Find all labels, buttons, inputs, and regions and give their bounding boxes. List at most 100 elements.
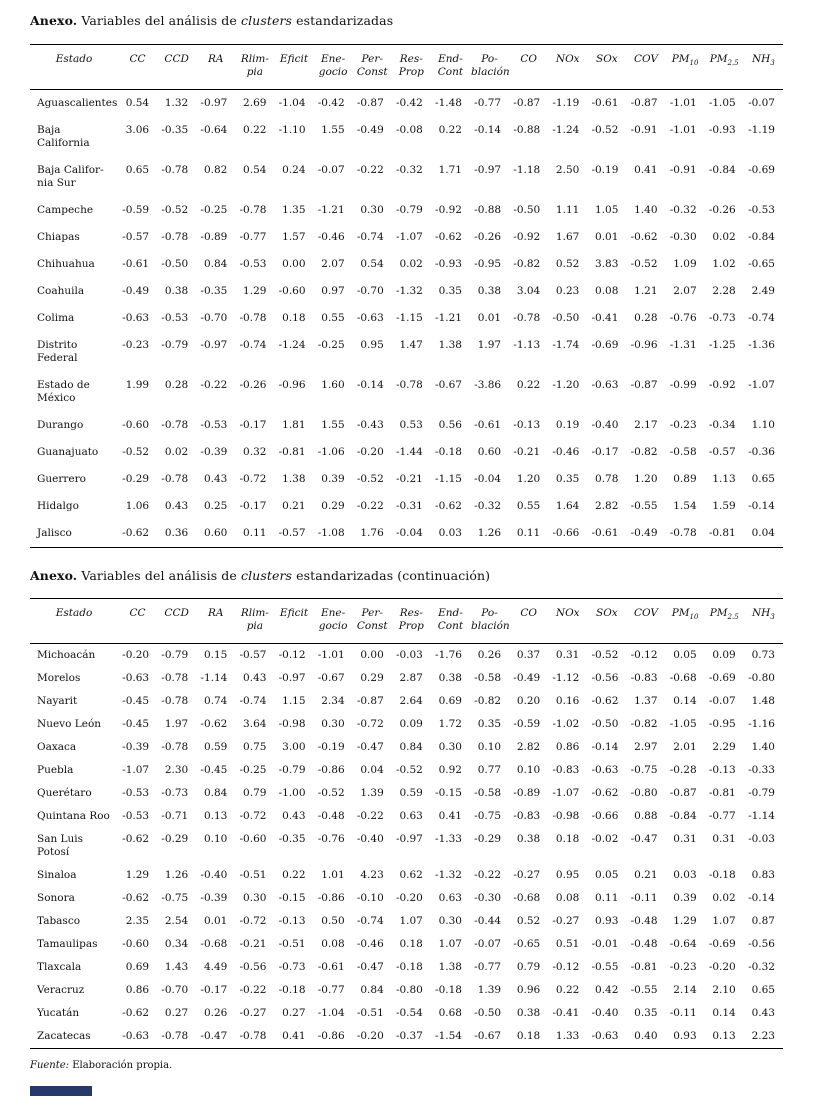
value-cell: -0.14 [356, 379, 384, 391]
value-cell: 2.23 [751, 1030, 775, 1042]
value-cell: 0.68 [438, 1007, 462, 1019]
value-cell: -0.48 [630, 938, 658, 950]
value-cell: -0.68 [513, 892, 541, 904]
value-cell: 1.21 [634, 285, 658, 297]
value-cell: -0.95 [474, 258, 502, 270]
column-header-label: COV [633, 53, 658, 65]
column-header-pm10: PM10 [665, 44, 705, 90]
value-cell: -0.77 [474, 961, 502, 973]
state-cell: Distrito Federal [37, 339, 78, 364]
value-cell: 0.30 [360, 204, 384, 216]
value-cell: -0.79 [278, 764, 306, 776]
table-row: Aguascalientes 0.54 1.32 -0.97 2.69 -1.04 -0.4… [30, 90, 783, 118]
value-cell: 0.54 [360, 258, 384, 270]
value-cell: -1.08 [317, 527, 345, 539]
value-cell: 0.22 [243, 124, 267, 136]
value-cell: 0.69 [438, 695, 462, 707]
value-cell: -0.67 [435, 379, 462, 391]
state-cell: Morelos [37, 672, 81, 684]
value-cell: -0.93 [708, 124, 736, 136]
column-header-población: Po- blación [469, 598, 510, 644]
value-cell: -0.20 [122, 649, 150, 661]
state-cell: Tamaulipas [37, 938, 98, 950]
value-cell: -0.40 [591, 1007, 619, 1019]
value-cell: -1.19 [748, 124, 775, 136]
value-cell: -0.29 [122, 473, 150, 485]
value-cell: -1.01 [669, 97, 697, 109]
value-cell: 1.67 [555, 231, 580, 243]
page-content: Anexo. Variables del análisis de cluster… [30, 13, 783, 1072]
value-cell: -0.92 [435, 204, 462, 216]
value-cell: -0.78 [161, 672, 189, 684]
value-cell: -0.50 [591, 718, 619, 730]
value-cell: -0.75 [630, 764, 658, 776]
column-header-label: PM [709, 53, 728, 65]
value-cell: -0.53 [200, 419, 228, 431]
value-cell: -0.46 [317, 231, 345, 243]
value-cell: 1.32 [164, 97, 189, 109]
value-cell: -0.53 [748, 204, 775, 216]
value-cell: -1.02 [552, 718, 580, 730]
value-cell: 0.62 [399, 869, 423, 881]
value-cell: -0.04 [474, 473, 502, 485]
state-cell: Puebla [37, 764, 74, 776]
column-header-eficit: Eficit [274, 44, 314, 90]
column-header-subscript: 10 [689, 59, 699, 68]
column-header-label: CC [129, 53, 146, 65]
value-cell: 0.32 [243, 446, 267, 458]
value-cell: -0.45 [122, 718, 150, 730]
annex-title-1-bold: Anexo. [30, 13, 78, 28]
value-cell: -0.47 [200, 1030, 228, 1042]
value-cell: 0.04 [751, 527, 775, 539]
value-cell: -0.63 [591, 1030, 619, 1042]
column-header-población: Po- blación [469, 44, 510, 90]
value-cell: -0.83 [513, 810, 541, 822]
annex-table-1-header: Estado CC CCD RA Rlim- pia Eficit Ene- gocio Pe… [30, 44, 783, 90]
state-cell: Querétaro [37, 787, 92, 799]
value-cell: -0.45 [122, 695, 150, 707]
value-cell: -0.07 [708, 695, 736, 707]
value-cell: -1.07 [748, 379, 775, 391]
column-header-label: Rlim- pia [240, 607, 269, 632]
value-cell: -0.13 [513, 419, 541, 431]
value-cell: 0.22 [438, 124, 462, 136]
value-cell: 0.38 [164, 285, 189, 297]
value-cell: -0.84 [748, 231, 775, 243]
value-cell: -0.40 [591, 419, 619, 431]
value-cell: -0.51 [356, 1007, 384, 1019]
value-cell: 1.47 [399, 339, 423, 351]
value-cell: 1.29 [243, 285, 267, 297]
value-cell: 2.10 [712, 984, 736, 996]
value-cell: -0.46 [552, 446, 580, 458]
value-cell: -0.76 [669, 312, 697, 324]
value-cell: 1.13 [712, 473, 736, 485]
table-row: Sinaloa 1.29 1.26 -0.40 -0.51 0.22 1.01 4.23 0.6… [30, 864, 783, 887]
value-cell: -0.78 [161, 419, 189, 431]
value-cell: 0.54 [243, 164, 267, 176]
value-cell: -0.79 [748, 787, 775, 799]
table-row: Puebla -1.07 2.30 -0.45 -0.25 -0.79 -0.86 0.04-… [30, 759, 783, 782]
value-cell: -0.97 [395, 833, 423, 845]
column-header-endcont: End- Cont [430, 44, 470, 90]
value-cell: -0.49 [513, 672, 541, 684]
value-cell: -1.05 [708, 97, 736, 109]
state-cell: Yucatán [37, 1007, 80, 1019]
value-cell: -0.02 [591, 833, 619, 845]
value-cell: 1.71 [438, 164, 462, 176]
annex-title-1-text: Variables del análisis de [77, 13, 241, 28]
value-cell: 1.35 [282, 204, 306, 216]
value-cell: -0.87 [356, 97, 384, 109]
value-cell: 0.29 [321, 500, 345, 512]
table-row: Jalisco -0.62 0.36 0.60 0.11 -0.57 -1.08 1.76 -0… [30, 520, 783, 548]
value-cell: 0.38 [477, 285, 502, 297]
value-cell: -0.91 [669, 164, 697, 176]
value-cell: -0.79 [395, 204, 423, 216]
value-cell: 1.05 [595, 204, 619, 216]
column-header-label: End- Cont [437, 607, 464, 632]
value-cell: 0.01 [595, 231, 619, 243]
value-cell: -0.31 [395, 500, 423, 512]
value-cell: 0.69 [125, 961, 150, 973]
source-note: Fuente: Elaboración propia. [30, 1059, 783, 1072]
value-cell: 1.29 [125, 869, 150, 881]
annex-title-1-suffix: estandarizadas [292, 13, 394, 28]
